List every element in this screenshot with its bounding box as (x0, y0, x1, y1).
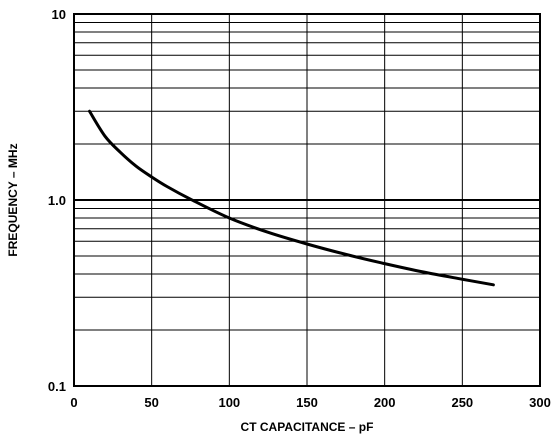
y-tick-label: 1.0 (48, 193, 66, 208)
x-tick-label: 250 (451, 395, 473, 410)
x-tick-label: 200 (374, 395, 396, 410)
x-tick-label: 100 (218, 395, 240, 410)
grid (74, 14, 540, 386)
y-axis-title: FREQUENCY – MHz (6, 143, 20, 256)
series-line (88, 109, 495, 287)
y-tick-label: 10 (52, 7, 66, 22)
tick-labels: 0 50 100 150 200 250 300 0.1 1.0 10 (48, 7, 551, 410)
curves (88, 109, 495, 287)
y-tick-label: 0.1 (48, 379, 66, 394)
x-tick-label: 150 (296, 395, 318, 410)
plot-frame (73, 13, 541, 387)
x-tick-label: 0 (70, 395, 77, 410)
x-tick-label: 50 (144, 395, 158, 410)
x-axis-title: CT CAPACITANCE – pF (241, 420, 374, 434)
x-tick-label: 300 (529, 395, 551, 410)
